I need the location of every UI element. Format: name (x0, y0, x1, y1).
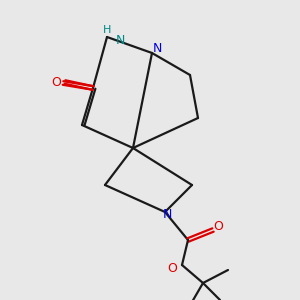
Text: N: N (162, 208, 172, 220)
Text: N: N (152, 41, 162, 55)
Text: O: O (51, 76, 61, 89)
Text: H: H (103, 25, 111, 35)
Text: N: N (115, 34, 125, 46)
Text: O: O (213, 220, 223, 233)
Text: O: O (167, 262, 177, 275)
